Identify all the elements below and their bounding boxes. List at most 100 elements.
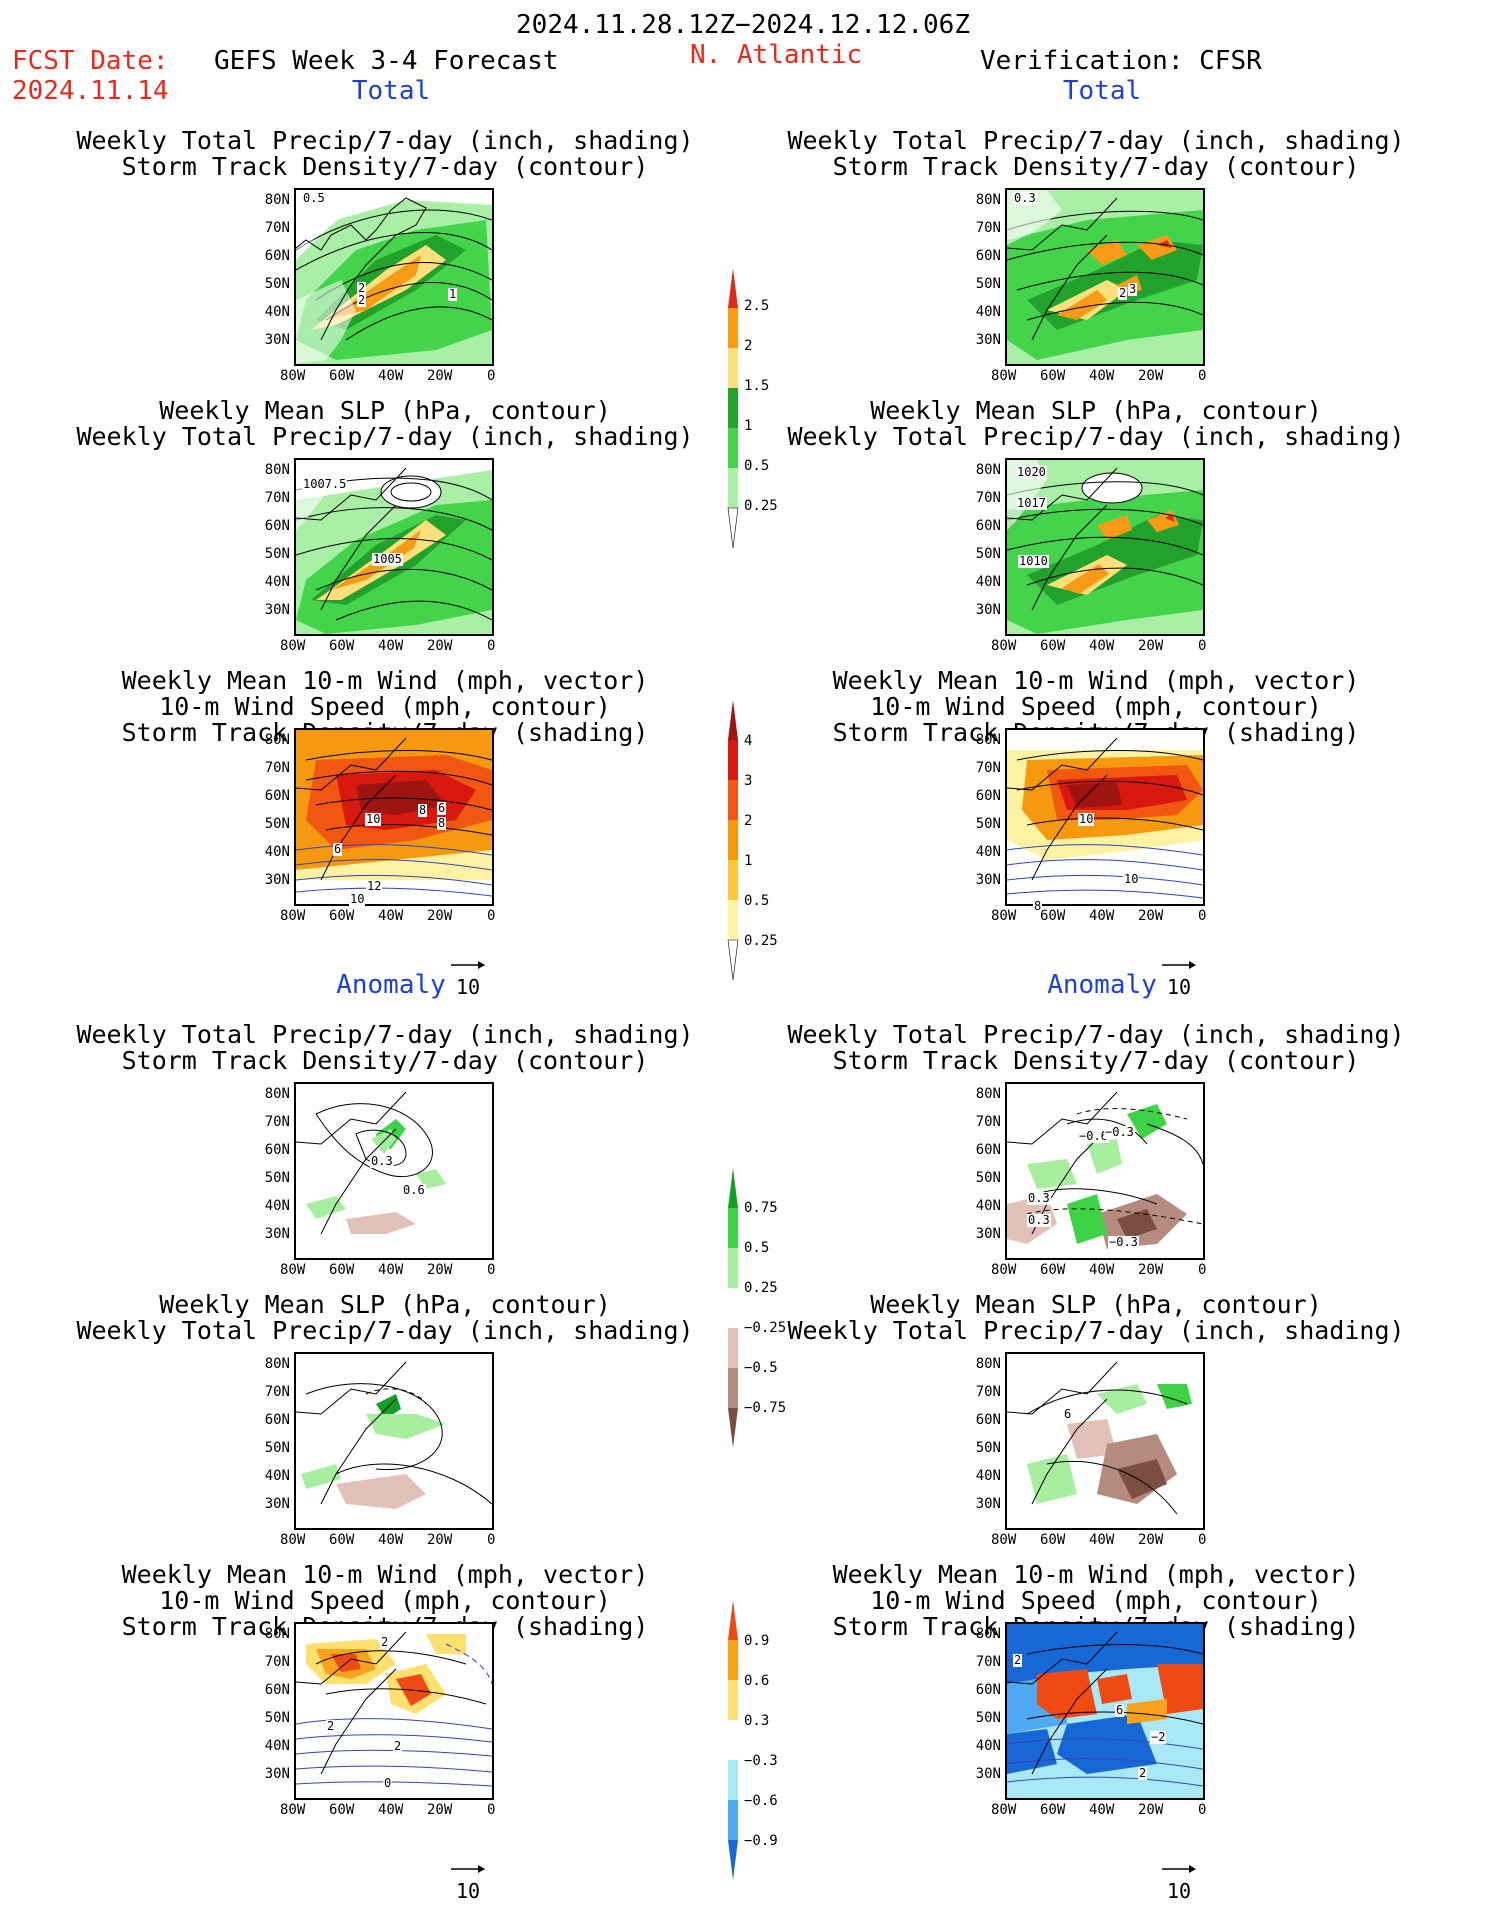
lon-tick-label: 80W xyxy=(280,1262,306,1278)
lat-tick-label: 60N xyxy=(975,788,1001,804)
vector-reference-label: 10 xyxy=(456,975,481,999)
p4-title-2: Storm Track Density/7-day (contour) xyxy=(832,152,1360,181)
colorbar-label: 2 xyxy=(744,338,753,354)
lon-tick-label: 60W xyxy=(329,1262,355,1278)
lon-tick-label: 80W xyxy=(280,1802,306,1818)
lat-tick-label: 40N xyxy=(264,304,290,320)
contour-label: 1020 xyxy=(1016,465,1047,479)
lon-tick-label: 60W xyxy=(329,368,355,384)
lat-tick-label: 40N xyxy=(264,1468,290,1484)
lat-tick-label: 70N xyxy=(975,1114,1001,1130)
lon-tick-label: 20W xyxy=(427,1532,453,1548)
colorbar-segment xyxy=(728,1840,738,1880)
contour-label: 6 xyxy=(1063,1407,1073,1421)
lat-tick-label: 60N xyxy=(264,1682,290,1698)
anomaly-label-right: Anomaly xyxy=(1047,970,1157,1000)
lon-tick-label: 40W xyxy=(1089,638,1115,654)
lat-tick-label: 30N xyxy=(975,1496,1001,1512)
contour-label: 10 xyxy=(1078,812,1095,826)
lat-tick-label: 60N xyxy=(264,1142,290,1158)
contour-label: 0.5 xyxy=(302,191,326,205)
colorbar-label: −0.75 xyxy=(744,1400,787,1416)
lat-tick-label: 80N xyxy=(264,1356,290,1372)
colorbar-segment xyxy=(728,388,738,428)
lon-tick-label: 20W xyxy=(1138,368,1164,384)
lat-tick-label: 40N xyxy=(264,1198,290,1214)
lon-tick-label: 0 xyxy=(487,1262,496,1278)
a4-title-2: Storm Track Density/7-day (contour) xyxy=(832,1046,1360,1075)
total-label-left: Total xyxy=(351,76,431,106)
lon-tick-label: 60W xyxy=(1040,1532,1066,1548)
lon-tick-label: 80W xyxy=(280,638,306,654)
contour-label: −0.3 xyxy=(1104,1125,1135,1139)
lat-tick-label: 40N xyxy=(975,1738,1001,1754)
lat-tick-label: 50N xyxy=(264,546,290,562)
a3-title-2: 10-m Wind Speed (mph, contour) xyxy=(159,1586,611,1615)
lat-tick-label: 70N xyxy=(975,1654,1001,1670)
p3-title-2: 10-m Wind Speed (mph, contour) xyxy=(159,692,611,721)
colorbar-label: −0.5 xyxy=(744,1360,778,1376)
lon-tick-label: 80W xyxy=(280,368,306,384)
lat-tick-label: 60N xyxy=(264,248,290,264)
colorbar-label: 0.25 xyxy=(744,1280,778,1296)
contour-label: 1 xyxy=(448,287,458,301)
lat-tick-label: 80N xyxy=(975,1356,1001,1372)
lon-tick-label: 0 xyxy=(1198,368,1207,384)
fcst-date-label: FCST Date: xyxy=(12,46,169,76)
lon-tick-label: 80W xyxy=(991,1532,1017,1548)
model-title: GEFS Week 3-4 Forecast xyxy=(214,46,559,76)
map-total-slp-precip-verif xyxy=(1005,458,1205,636)
lon-tick-label: 20W xyxy=(427,1802,453,1818)
lat-tick-label: 80N xyxy=(264,1086,290,1102)
lat-tick-label: 60N xyxy=(975,518,1001,534)
lat-tick-label: 70N xyxy=(975,490,1001,506)
colorbar-segment xyxy=(728,780,738,820)
contour-label: 2 xyxy=(1118,286,1128,300)
lat-tick-label: 40N xyxy=(975,1468,1001,1484)
lat-tick-label: 80N xyxy=(975,1626,1001,1642)
lon-tick-label: 0 xyxy=(487,908,496,924)
a1-title-2: Storm Track Density/7-day (contour) xyxy=(121,1046,649,1075)
a6-title-1: Weekly Mean 10-m Wind (mph, vector) xyxy=(832,1560,1360,1589)
contour-label: 0.3 xyxy=(1027,1191,1051,1205)
lat-tick-label: 40N xyxy=(975,574,1001,590)
lon-tick-label: 20W xyxy=(427,1262,453,1278)
map-anom-wind-storm-fcst xyxy=(294,1622,494,1800)
lat-tick-label: 50N xyxy=(264,1170,290,1186)
colorbar-label: 0.5 xyxy=(744,458,770,474)
lat-tick-label: 50N xyxy=(975,1170,1001,1186)
lat-tick-label: 70N xyxy=(975,1384,1001,1400)
colorbar-label: 3 xyxy=(744,773,753,789)
forecast-period: 2024.11.28.12Z−2024.12.12.06Z xyxy=(516,10,970,40)
contour-label: 2 xyxy=(1138,1766,1148,1780)
anomaly-label-left: Anomaly xyxy=(336,970,446,1000)
lon-tick-label: 20W xyxy=(1138,1532,1164,1548)
lon-tick-label: 0 xyxy=(1198,1532,1207,1548)
a1-title-1: Weekly Total Precip/7-day (inch, shading… xyxy=(76,1020,694,1049)
lon-tick-label: 60W xyxy=(1040,908,1066,924)
lat-tick-label: 50N xyxy=(264,276,290,292)
lon-tick-label: 0 xyxy=(1198,908,1207,924)
map-anom-precip-storm-verif xyxy=(1005,1082,1205,1260)
colorbar-storm-anom xyxy=(718,1600,758,1890)
lon-tick-label: 60W xyxy=(329,908,355,924)
contour-label: −2 xyxy=(1150,1730,1167,1744)
a6-title-2: 10-m Wind Speed (mph, contour) xyxy=(870,1586,1322,1615)
lat-tick-label: 80N xyxy=(264,732,290,748)
a3-title-1: Weekly Mean 10-m Wind (mph, vector) xyxy=(121,1560,649,1589)
contour-label: 10 xyxy=(349,892,366,906)
colorbar-segment xyxy=(728,1168,738,1208)
p5-title-1: Weekly Mean SLP (hPa, contour) xyxy=(870,396,1322,425)
lat-tick-label: 40N xyxy=(975,844,1001,860)
fcst-date-value: 2024.11.14 xyxy=(12,76,169,106)
colorbar-segment xyxy=(728,820,738,860)
colorbar-segment xyxy=(728,700,738,740)
colorbar-segment xyxy=(728,428,738,468)
lon-tick-label: 80W xyxy=(991,1262,1017,1278)
contour-label: 2 xyxy=(357,281,367,295)
lon-tick-label: 20W xyxy=(427,368,453,384)
lat-tick-label: 50N xyxy=(264,1440,290,1456)
contour-label: −0.3 xyxy=(1108,1235,1139,1249)
vector-reference-arrow-icon xyxy=(1161,960,1197,970)
lat-tick-label: 70N xyxy=(264,1654,290,1670)
